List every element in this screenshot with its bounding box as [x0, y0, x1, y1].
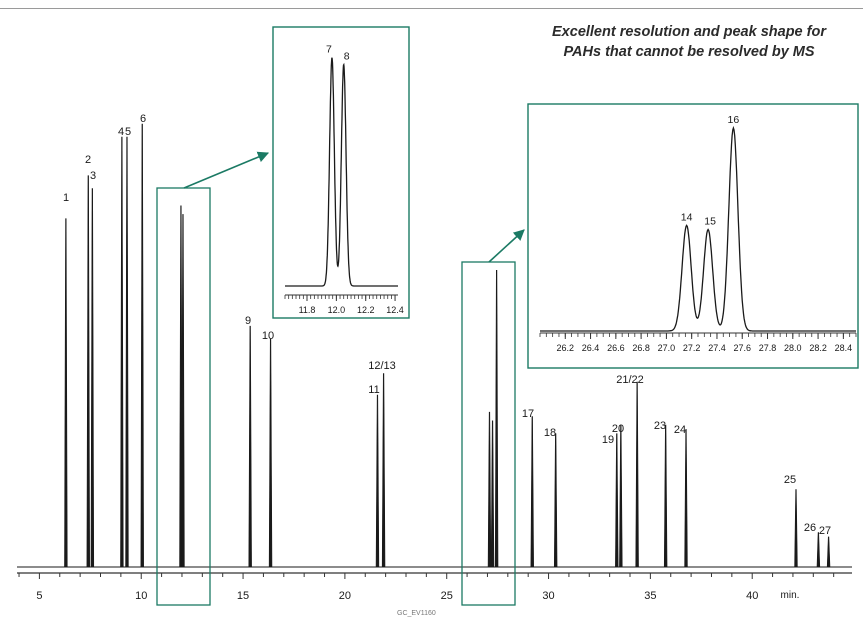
inset-peak-label-8: 8: [344, 51, 350, 63]
inset-tick-label: 27.4: [708, 343, 726, 353]
x-tick-label: 10: [135, 590, 147, 602]
x-axis-label: min.: [781, 590, 800, 601]
x-tick-label: 25: [441, 590, 453, 602]
top-divider-line: [0, 8, 863, 9]
inset-trace: [285, 57, 398, 287]
peak-label-3: 3: [90, 170, 96, 182]
zoom-callouts: [183, 151, 525, 263]
peak-2: [86, 175, 90, 568]
peak-15: [490, 420, 495, 568]
peak-24: [684, 429, 688, 568]
inset-tick-label: 27.2: [683, 343, 701, 353]
peak-label-10: 10: [262, 330, 274, 342]
peak-1: [64, 218, 68, 568]
peak-label-2: 2: [85, 154, 91, 166]
peak-label-26: 26: [804, 522, 816, 534]
inset-peak-label-16: 16: [728, 114, 740, 126]
peak-label-21-22: 21/22: [616, 374, 644, 386]
peak-label-11: 11: [368, 384, 379, 396]
peak-19: [615, 433, 619, 568]
inset-frame: [527, 103, 859, 369]
inset-tick-label: 11.8: [299, 305, 316, 315]
peak-label-24: 24: [674, 424, 686, 436]
callout-arrow-7-8: [183, 151, 270, 189]
peak-12-13: [381, 373, 386, 568]
x-tick-label: 30: [542, 590, 554, 602]
x-tick-label: 35: [644, 590, 656, 602]
peak-label-20: 20: [612, 423, 624, 435]
inset-tick-label: 26.2: [557, 343, 575, 353]
peak-25: [794, 489, 798, 568]
callout-arrow-14-16: [488, 229, 525, 263]
highlight-box-7-8: [156, 187, 211, 606]
peak-label-18: 18: [544, 427, 556, 439]
peak-27: [826, 536, 831, 568]
inset-trace: [540, 125, 856, 332]
peak-label-25: 25: [784, 474, 796, 486]
peak-21-22: [635, 381, 639, 568]
inset-tick-label: 12.0: [328, 305, 346, 315]
x-tick-label: 5: [36, 590, 42, 602]
peak-label-23: 23: [654, 420, 666, 432]
inset-tick-label: 28.0: [784, 343, 802, 353]
peak-17: [530, 416, 534, 568]
peak-10: [268, 338, 273, 568]
peak-label-6: 6: [140, 113, 146, 125]
peak-9: [248, 325, 252, 568]
inset-tick-label: 26.8: [632, 343, 650, 353]
inset-peak-label-7: 7: [326, 44, 332, 56]
inset-peak-label-14: 14: [681, 211, 693, 223]
peak-6: [140, 123, 144, 568]
inset-tick-label: 26.4: [582, 343, 600, 353]
x-tick-label: 40: [746, 590, 758, 602]
peak-14: [487, 411, 492, 568]
peak-18: [553, 433, 558, 568]
peak-label-9: 9: [245, 315, 251, 327]
caption-line-2: PAHs that cannot be resolved by MS: [563, 44, 815, 60]
inset-tick-label: 28.2: [809, 343, 827, 353]
peak-label-19: 19: [602, 434, 614, 446]
inset-tick-label: 27.6: [733, 343, 751, 353]
peak-26: [816, 532, 821, 568]
x-tick-label: 15: [237, 590, 249, 602]
inset-tick-label: 26.6: [607, 343, 625, 353]
peak-20: [619, 424, 623, 568]
peak-11: [375, 394, 380, 568]
peak-label-5: 5: [125, 126, 131, 138]
inset-tick-label: 28.4: [835, 343, 853, 353]
inset-tick-label: 12.2: [357, 305, 375, 315]
x-tick-label: 20: [339, 590, 351, 602]
inset-peak-label-15: 15: [704, 216, 716, 228]
peak-3: [90, 188, 95, 568]
peak-4: [120, 136, 124, 568]
inset-chromatogram-7-8: 11.8 12.0 12.2 12.4 78: [272, 26, 410, 319]
inset-tick-label: 12.4: [386, 305, 404, 315]
inset-tick-label: 27.8: [759, 343, 777, 353]
inset-chromatogram-14-16: 26.2 26.4 26.6 26.8 27.0 27.2 27.4 27.6 27.8 28.0…: [527, 103, 859, 369]
peak-label-12-13: 12/13: [368, 360, 396, 372]
peak-label-1: 1: [63, 192, 69, 204]
figure-code: GC_EV1160: [397, 610, 436, 617]
peak-label-17: 17: [522, 408, 534, 420]
chart-caption: Excellent resolution and peak shape for …: [529, 22, 849, 62]
inset-tick-label: 27.0: [658, 343, 676, 353]
peak-5: [125, 136, 129, 568]
peak-23: [663, 424, 668, 568]
caption-line-1: Excellent resolution and peak shape for: [552, 24, 826, 40]
inset-frame: [272, 26, 410, 319]
highlight-box-14-16: [461, 261, 516, 606]
peak-16: [494, 270, 499, 568]
peak-8: [181, 214, 185, 568]
peak-label-27: 27: [819, 525, 831, 537]
peak-label-4: 4: [118, 126, 124, 138]
